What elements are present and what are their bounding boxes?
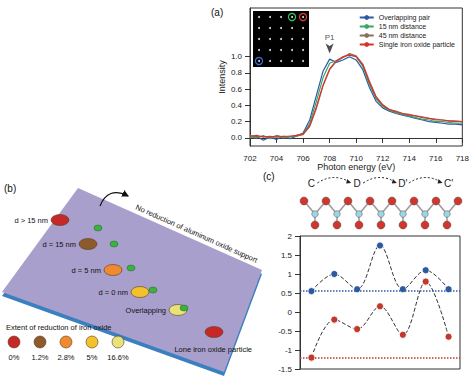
svg-text:0: 0: [288, 308, 293, 317]
svg-text:D': D': [398, 178, 407, 189]
svg-text:Lone iron oxide particle: Lone iron oxide particle: [174, 345, 252, 354]
svg-text:0%: 0%: [9, 353, 20, 362]
svg-text:1.2%: 1.2%: [31, 353, 48, 362]
svg-text:0.0: 0.0: [231, 133, 243, 142]
svg-text:718: 718: [456, 154, 470, 163]
svg-text:710: 710: [349, 154, 363, 163]
svg-text:712: 712: [376, 154, 390, 163]
svg-text:704: 704: [270, 154, 284, 163]
svg-text:d > 15 nm: d > 15 nm: [14, 216, 48, 225]
svg-text:0.6: 0.6: [231, 85, 243, 94]
svg-text:2.8%: 2.8%: [57, 353, 74, 362]
svg-text:Single iron oxide particle: Single iron oxide particle: [379, 41, 455, 49]
svg-text:0.4: 0.4: [231, 101, 243, 110]
svg-text:C: C: [308, 178, 315, 189]
svg-text:0.2: 0.2: [231, 117, 243, 126]
svg-text:-0.5: -0.5: [278, 327, 292, 336]
svg-text:1.5: 1.5: [281, 251, 293, 260]
svg-text:45 nm distance: 45 nm distance: [379, 32, 427, 39]
svg-text:d = 0 nm: d = 0 nm: [99, 288, 128, 297]
svg-text:1.0: 1.0: [231, 52, 243, 61]
svg-text:(c): (c): [263, 171, 275, 182]
svg-text:d = 15 nm: d = 15 nm: [42, 240, 76, 249]
svg-text:(a): (a): [211, 7, 223, 18]
svg-text:(b): (b): [4, 183, 16, 194]
svg-text:P1: P1: [325, 33, 335, 42]
svg-text:Overlapping: Overlapping: [126, 306, 166, 315]
svg-text:D: D: [354, 178, 361, 189]
svg-text:0.5: 0.5: [281, 289, 293, 298]
svg-text:1: 1: [288, 270, 293, 279]
svg-text:15 nm distance: 15 nm distance: [379, 23, 427, 30]
svg-text:708: 708: [323, 154, 337, 163]
svg-text:706: 706: [296, 154, 310, 163]
svg-text:Intensity: Intensity: [217, 60, 227, 94]
svg-text:716: 716: [429, 154, 443, 163]
svg-text:714: 714: [403, 154, 417, 163]
svg-text:-1.5: -1.5: [278, 365, 292, 374]
svg-text:Overlapping pair: Overlapping pair: [379, 14, 431, 22]
svg-text:16.6%: 16.6%: [107, 353, 129, 362]
svg-text:702: 702: [243, 154, 257, 163]
svg-text:Photon energy (eV): Photon energy (eV): [317, 162, 395, 172]
svg-text:0.8: 0.8: [231, 68, 243, 77]
svg-text:5%: 5%: [87, 353, 98, 362]
svg-text:d = 5 nm: d = 5 nm: [72, 266, 101, 275]
svg-text:C': C': [444, 178, 453, 189]
svg-text:No reduction of aluminum oxide: No reduction of aluminum oxide support: [134, 203, 260, 266]
svg-text:2: 2: [288, 232, 293, 241]
svg-text:-1: -1: [285, 346, 293, 355]
svg-text:Extent of reduction of iron ox: Extent of reduction of iron oxide: [6, 323, 111, 332]
